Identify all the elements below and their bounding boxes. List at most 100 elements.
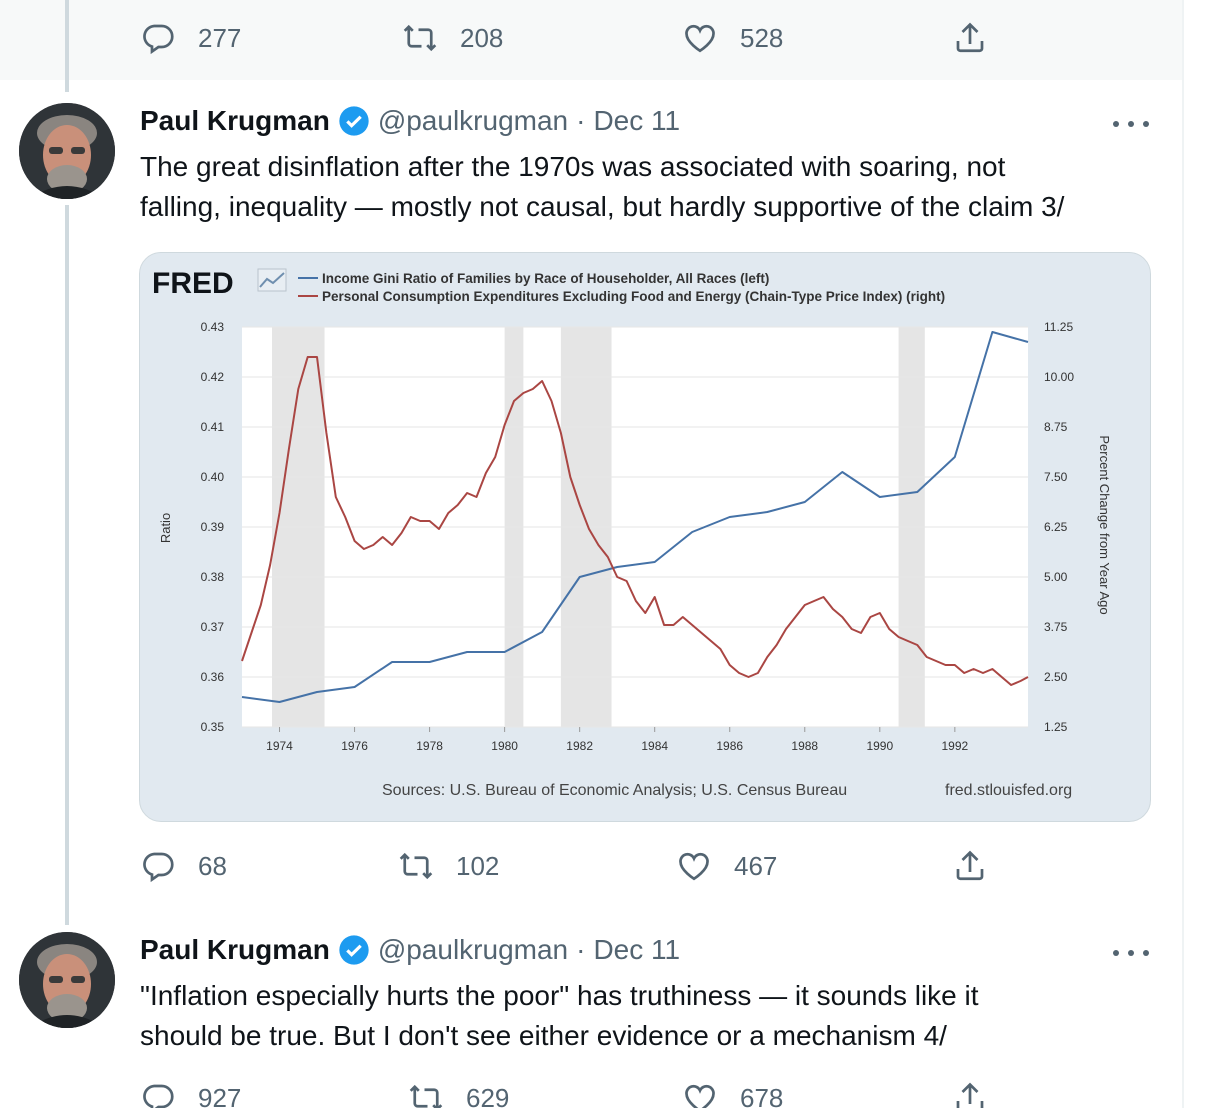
- fred-logo-chart-icon: [257, 268, 287, 292]
- author-name[interactable]: Paul Krugman: [140, 105, 330, 136]
- like-count: 678: [740, 1082, 784, 1108]
- y-axis-right-label: Percent Change from Year Ago: [1097, 435, 1112, 614]
- y-right-tick-label: 5.00: [1044, 570, 1068, 584]
- like-button[interactable]: 467: [676, 848, 777, 884]
- tweet-date[interactable]: Dec 11: [593, 934, 681, 965]
- share-button[interactable]: [952, 1080, 988, 1108]
- chart-image-card[interactable]: 0.35 0.36 0.37 0.38 0.39 0.40 0.41 0.42 0.43 1.25…: [139, 252, 1151, 822]
- retweet-count: 629: [466, 1082, 510, 1108]
- retweet-icon: [399, 852, 433, 880]
- thread-connector-line: [65, 205, 69, 925]
- fred-logo: FRED: [152, 267, 234, 300]
- share-icon: [956, 850, 984, 881]
- author-handle[interactable]: @paulkrugman: [377, 105, 569, 136]
- share-icon: [956, 1082, 984, 1108]
- x-tick-label: 1984: [641, 739, 668, 753]
- y-right-tick-label: 10.00: [1044, 370, 1074, 384]
- y-left-tick-label: 0.43: [201, 320, 225, 334]
- y-right-tick-label: 11.25: [1044, 320, 1073, 334]
- x-tick-label: 1978: [416, 739, 443, 753]
- y-right-tick-label: 6.25: [1044, 520, 1068, 534]
- y-right-tick-label: 7.50: [1044, 470, 1068, 484]
- like-icon: [679, 852, 709, 881]
- reply-button[interactable]: 927: [140, 1080, 241, 1108]
- series-line-pce: [241, 356, 1029, 686]
- more-icon[interactable]: [1113, 119, 1149, 129]
- reply-count: 277: [198, 22, 242, 53]
- tweet-header: Paul Krugman @paulkrugman · Dec 11: [140, 105, 680, 137]
- reply-button[interactable]: 277: [140, 20, 241, 56]
- retweet-icon: [403, 24, 437, 52]
- x-tick-label: 1974: [266, 739, 293, 753]
- thread-connector-line: [65, 0, 69, 92]
- fred-chart: 0.35 0.36 0.37 0.38 0.39 0.40 0.41 0.42 0.43 1.25…: [152, 267, 1112, 799]
- like-count: 467: [734, 850, 778, 881]
- tweet-text: "Inflation especially hurts the poor" ha…: [140, 976, 1160, 1056]
- reply-icon: [143, 24, 174, 55]
- retweet-button[interactable]: 629: [408, 1080, 509, 1108]
- reply-icon: [143, 852, 174, 883]
- chart-site: fred.stlouisfed.org: [945, 782, 1072, 799]
- x-tick-label: 1992: [941, 739, 968, 753]
- reply-button[interactable]: 68: [140, 848, 227, 884]
- share-button[interactable]: [952, 20, 988, 56]
- like-icon: [685, 1084, 715, 1108]
- reply-count: 927: [198, 1082, 242, 1108]
- author-handle[interactable]: @paulkrugman: [377, 934, 569, 965]
- y-left-tick-label: 0.39: [201, 520, 225, 534]
- y-left-tick-label: 0.35: [201, 720, 225, 734]
- verified-badge-icon: [339, 935, 369, 965]
- verified-badge-icon: [339, 106, 369, 136]
- tweet-text-line: The great disinflation after the 1970s w…: [140, 151, 1006, 182]
- retweet-button[interactable]: 102: [398, 848, 499, 884]
- timeline-right-border: [1182, 0, 1184, 1108]
- y-left-tick-label: 0.36: [201, 670, 225, 684]
- tweet-text-line: should be true. But I don't see either e…: [140, 1020, 947, 1051]
- x-tick-label: 1986: [716, 739, 743, 753]
- retweet-count: 208: [460, 22, 504, 53]
- like-count: 528: [740, 22, 784, 53]
- y-left-tick-label: 0.38: [201, 570, 225, 584]
- y-right-tick-label: 1.25: [1044, 720, 1068, 734]
- like-icon: [685, 24, 715, 53]
- header-separator: ·: [576, 105, 586, 136]
- y-left-tick-label: 0.41: [201, 420, 225, 434]
- x-tick-label: 1982: [566, 739, 593, 753]
- tweet-text-line: falling, inequality — mostly not causal,…: [140, 191, 1065, 222]
- previous-tweet-action-area: [0, 0, 1183, 80]
- tweet-text: The great disinflation after the 1970s w…: [140, 147, 1160, 227]
- x-tick-label: 1990: [866, 739, 893, 753]
- tweet-date[interactable]: Dec 11: [593, 105, 681, 136]
- x-tick-label: 1980: [491, 739, 518, 753]
- series-line-gini: [241, 331, 1029, 703]
- x-tick-label: 1976: [341, 739, 368, 753]
- share-icon: [956, 22, 984, 53]
- avatar-photo: [19, 103, 115, 199]
- more-icon[interactable]: [1113, 948, 1149, 958]
- header-separator: ·: [576, 934, 586, 965]
- retweet-count: 102: [456, 850, 500, 881]
- y-right-tick-label: 2.50: [1044, 670, 1068, 684]
- legend-item-gini: Income Gini Ratio of Families by Race of…: [322, 271, 769, 286]
- tweet-header: Paul Krugman @paulkrugman · Dec 11: [140, 934, 680, 966]
- tweet-text-line: "Inflation especially hurts the poor" ha…: [140, 980, 979, 1011]
- reply-icon: [143, 1084, 174, 1108]
- y-right-tick-label: 8.75: [1044, 420, 1068, 434]
- legend-item-pce: Personal Consumption Expenditures Exclud…: [322, 289, 945, 304]
- y-left-tick-label: 0.40: [201, 470, 225, 484]
- y-left-tick-label: 0.37: [201, 620, 225, 634]
- like-button[interactable]: 678: [682, 1080, 783, 1108]
- x-tick-label: 1988: [791, 739, 818, 753]
- y-right-tick-label: 3.75: [1044, 620, 1068, 634]
- y-left-tick-label: 0.42: [201, 370, 225, 384]
- retweet-button[interactable]: 208: [402, 20, 503, 56]
- chart-sources: Sources: U.S. Bureau of Economic Analysi…: [382, 782, 847, 799]
- like-button[interactable]: 528: [682, 20, 783, 56]
- avatar[interactable]: [19, 932, 115, 1028]
- reply-count: 68: [198, 850, 227, 881]
- avatar[interactable]: [19, 103, 115, 199]
- retweet-icon: [409, 1084, 443, 1108]
- author-name[interactable]: Paul Krugman: [140, 934, 330, 965]
- y-axis-left-label: Ratio: [158, 513, 173, 543]
- share-button[interactable]: [952, 848, 988, 884]
